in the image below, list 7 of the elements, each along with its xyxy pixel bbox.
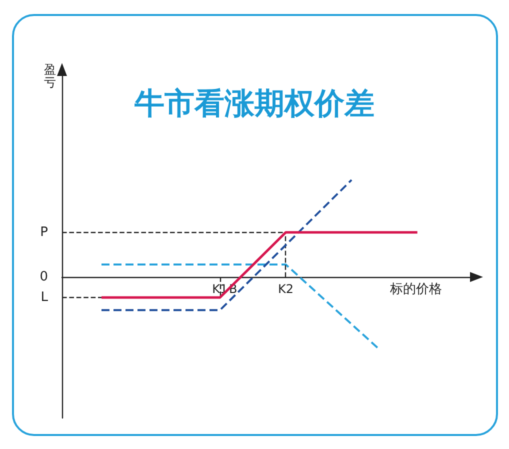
text: 盈亏: [44, 62, 56, 90]
ref-line-label: L: [40, 290, 49, 306]
ref-line-label: P: [40, 224, 48, 240]
text: 0: [40, 270, 48, 285]
x-axis-title: 标的价格: [389, 282, 442, 297]
chart-title: 牛市看涨期权价差: [134, 86, 374, 122]
x-tick-label: K2: [278, 282, 294, 296]
